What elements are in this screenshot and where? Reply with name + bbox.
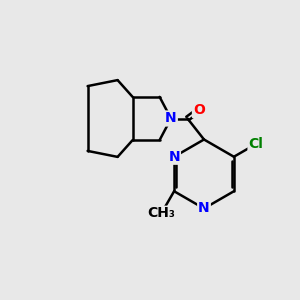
Text: Cl: Cl: [248, 137, 263, 151]
Text: O: O: [193, 103, 205, 117]
Text: N: N: [168, 150, 180, 164]
Text: N: N: [165, 112, 177, 125]
Text: CH₃: CH₃: [147, 206, 175, 220]
Text: N: N: [198, 202, 210, 215]
